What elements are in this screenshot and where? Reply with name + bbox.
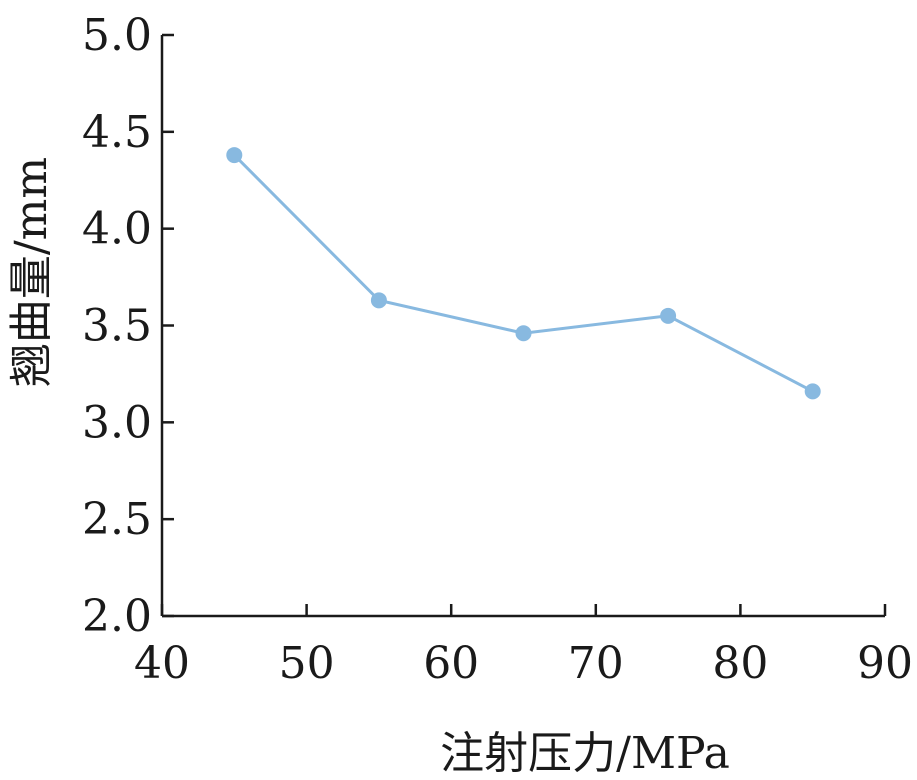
x-tick-label: 40: [134, 638, 190, 689]
data-point: [515, 325, 532, 342]
data-point: [226, 147, 243, 164]
y-tick-label: 2.5: [82, 494, 152, 545]
y-tick-label: 4.5: [82, 107, 152, 158]
data-point: [370, 292, 387, 309]
x-axis-title: 注射压力/MPa: [440, 728, 730, 779]
y-tick-label: 4.0: [82, 204, 152, 255]
y-tick-label: 2.0: [82, 591, 152, 642]
x-tick-label: 60: [423, 638, 479, 689]
x-tick-label: 50: [279, 638, 335, 689]
y-axis-title: 翘曲量/mm: [6, 157, 57, 387]
x-axis-ticks: 40 50 60 70 80 90: [134, 604, 913, 689]
x-tick-label: 70: [568, 638, 624, 689]
y-axis-ticks: 2.0 2.5 3.0 3.5 4.0 4.5 5.0: [82, 10, 174, 642]
x-tick-label: 80: [712, 638, 768, 689]
y-tick-label: 3.0: [82, 397, 152, 448]
series-line: [233, 154, 814, 393]
data-point: [660, 307, 677, 324]
y-tick-label: 3.5: [82, 301, 152, 352]
data-point: [804, 383, 821, 400]
data-series: [226, 147, 821, 400]
x-tick-label: 90: [857, 638, 913, 689]
y-tick-label: 5.0: [82, 10, 152, 61]
